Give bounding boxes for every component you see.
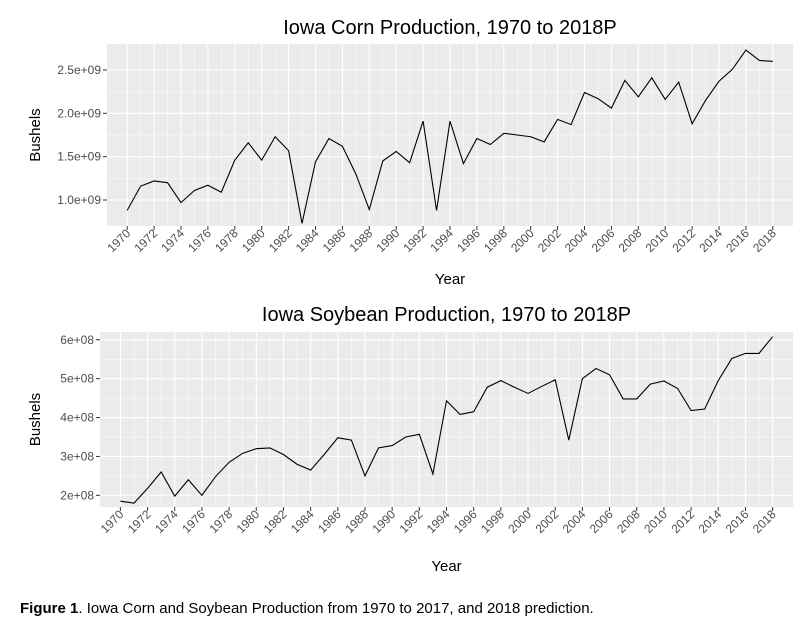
soybean-xtick-label: 1978	[206, 507, 235, 536]
soybean-xtick-label: 1996	[451, 507, 480, 536]
soybean-ytick-label: 3e+08	[60, 449, 94, 463]
caption-text: . Iowa Corn and Soybean Production from …	[78, 600, 594, 617]
caption-label: Figure 1	[20, 600, 79, 617]
corn-xtick-label: 1978	[212, 226, 241, 255]
soybean-ytick-label: 5e+08	[60, 372, 94, 386]
soybean-xtick-label: 2000	[505, 507, 534, 536]
soybean-ytick-label: 6e+08	[60, 333, 94, 347]
soybean-xtick-label: 1972	[125, 507, 154, 536]
soybean-xtick-label: 2002	[533, 507, 562, 536]
soybean-chart: 2e+083e+084e+085e+086e+08197019721974197…	[27, 304, 793, 575]
soybean-xtick-label: 2014	[696, 507, 725, 536]
corn-xtick-label: 1972	[131, 226, 160, 255]
soybean-xtick-label: 1976	[179, 507, 208, 536]
corn-xtick-label: 1990	[374, 226, 403, 255]
corn-xtick-label: 1998	[481, 226, 510, 255]
corn-xtick-label: 1974	[158, 226, 187, 255]
corn-xtick-label: 1970	[105, 226, 134, 255]
soybean-xtick-label: 2012	[668, 507, 697, 536]
corn-xtick-label: 2000	[508, 226, 537, 255]
corn-xtick-label: 2006	[589, 226, 618, 255]
soybean-xtick-label: 1984	[288, 507, 317, 536]
soybean-xtick-label: 2006	[587, 507, 616, 536]
corn-xtick-label: 1986	[320, 226, 349, 255]
corn-xtick-label: 2002	[535, 226, 564, 255]
soybean-xtick-label: 1986	[315, 507, 344, 536]
corn-xtick-label: 2014	[696, 226, 725, 255]
soybean-ytick-label: 2e+08	[60, 488, 94, 502]
soybean-xtick-label: 1988	[342, 507, 371, 536]
soybean-xtick-label: 1974	[152, 507, 181, 536]
corn-xtick-label: 2010	[643, 226, 672, 255]
corn-xtick-label: 2012	[669, 226, 698, 255]
soybean-xaxis-label: Year	[431, 558, 461, 575]
soybean-xtick-label: 2018	[750, 507, 779, 536]
corn-xtick-label: 2008	[616, 226, 645, 255]
soybean-xtick-label: 1994	[424, 507, 453, 536]
corn-ytick-label: 2.5e+09	[57, 63, 101, 77]
soybean-ytick-label: 4e+08	[60, 411, 94, 425]
corn-xtick-label: 1980	[239, 226, 268, 255]
soybean-xtick-label: 1990	[369, 507, 398, 536]
soybean-yaxis-label: Bushels	[27, 393, 44, 446]
soybean-xtick-label: 2010	[641, 507, 670, 536]
soybean-xtick-label: 2016	[723, 507, 752, 536]
soybean-xtick-label: 1970	[98, 507, 127, 536]
corn-ytick-label: 2.0e+09	[57, 106, 101, 120]
corn-xtick-label: 2016	[723, 226, 752, 255]
soybean-chart-title: Iowa Soybean Production, 1970 to 2018P	[262, 304, 631, 326]
corn-xtick-label: 1996	[454, 226, 483, 255]
soybean-xtick-label: 2004	[560, 507, 589, 536]
soybean-xtick-label: 1982	[261, 507, 290, 536]
soybean-xtick-label: 2008	[614, 507, 643, 536]
corn-chart-title: Iowa Corn Production, 1970 to 2018P	[283, 17, 617, 39]
soybean-xtick-label: 1998	[478, 507, 507, 536]
corn-xaxis-label: Year	[435, 271, 465, 288]
soybean-series-line	[120, 336, 774, 504]
corn-chart: 1.0e+09 1.5e+09 2.0e+09 2.5e+09 197019721974…	[27, 17, 793, 288]
corn-xtick-label: 1988	[347, 226, 376, 255]
corn-xtick-label: 1992	[400, 226, 429, 255]
corn-xtick-label: 1994	[427, 226, 456, 255]
corn-ytick-label: 1.0e+09	[57, 193, 101, 207]
soybean-xtick-label: 1992	[397, 507, 426, 536]
corn-xtick-label: 1976	[185, 226, 214, 255]
soybean-xtick-label: 1980	[234, 507, 263, 536]
corn-ytick-label: 1.5e+09	[57, 150, 101, 164]
corn-xtick-label: 1982	[266, 226, 295, 255]
corn-xtick-label: 2004	[562, 226, 591, 255]
corn-xtick-label: 1984	[293, 226, 322, 255]
corn-xtick-label: 2018	[750, 226, 779, 255]
corn-series-line	[126, 49, 773, 224]
figure-caption: Figure 1. Iowa Corn and Soybean Producti…	[20, 600, 594, 617]
corn-yaxis-label: Bushels	[27, 108, 44, 161]
